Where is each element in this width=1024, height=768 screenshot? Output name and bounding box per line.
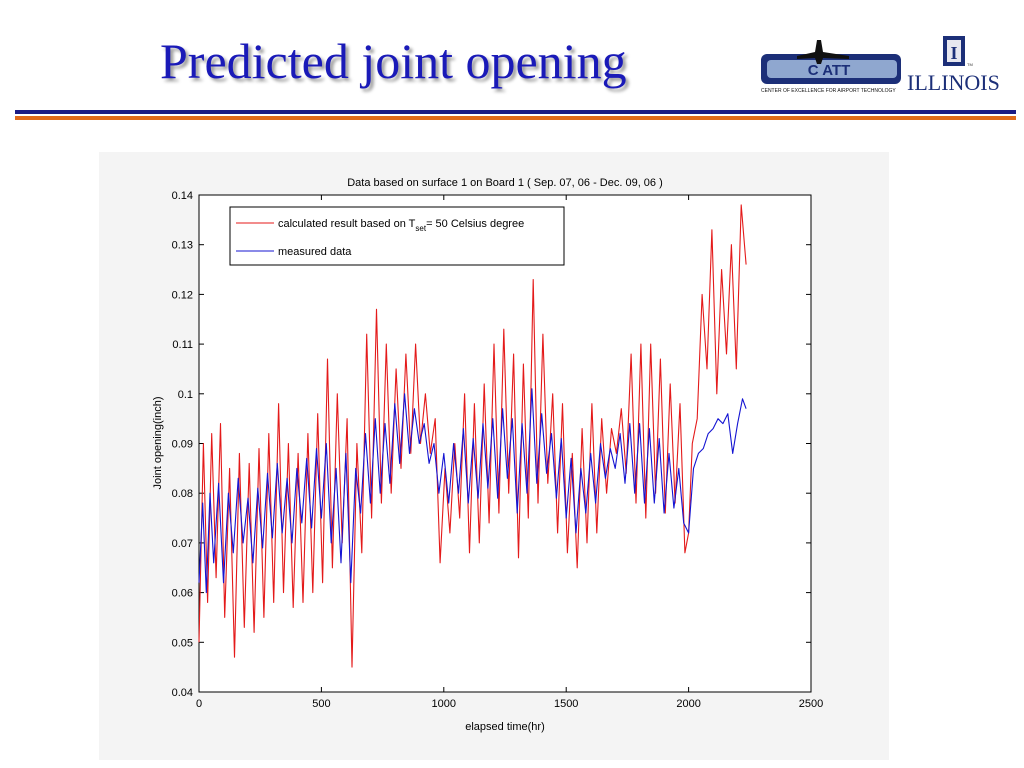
x-tick-label: 0 — [196, 698, 202, 710]
shield-letter: I — [950, 43, 957, 63]
ceat-logo-mark: C ATT — [761, 40, 901, 84]
y-tick-label: 0.12 — [172, 289, 193, 301]
airplane-icon — [797, 40, 849, 64]
legend-box — [229, 206, 565, 266]
measured-series-line — [198, 388, 747, 594]
y-tick-label: 0.04 — [172, 687, 193, 699]
y-axis-label: Joint opening(inch) — [152, 397, 164, 490]
y-tick-label: 0.07 — [172, 538, 193, 550]
illinois-shield-icon: I — [943, 36, 965, 66]
x-tick-label: 1000 — [432, 698, 456, 710]
y-tick-label: 0.1 — [178, 389, 193, 401]
y-tick-label: 0.14 — [172, 190, 193, 202]
x-tick-label: 2000 — [676, 698, 700, 710]
trademark-text: TM — [967, 62, 973, 67]
header-rule-orange — [15, 116, 1016, 120]
x-tick-label: 500 — [312, 698, 330, 710]
ceat-subtext: CENTER OF EXCELLENCE FOR AIRPORT TECHNOL… — [761, 88, 896, 94]
axis-ticks: 0 500 1000 1500 2000 2500 0.04 0.05 0.06 0.07 0.08… — [172, 190, 824, 710]
slide-title: Predicted joint opening — [160, 33, 627, 89]
y-tick-label: 0.06 — [172, 588, 193, 600]
x-tick-label: 2500 — [799, 698, 823, 710]
illinois-wordmark: ILLINOIS — [907, 70, 1000, 95]
x-axis-label: elapsed time(hr) — [465, 721, 544, 733]
chart-title: Data based on surface 1 on Board 1 ( Sep… — [347, 177, 663, 189]
y-tick-label: 0.08 — [172, 488, 193, 500]
ceat-mark-text: C ATT — [808, 62, 851, 79]
y-tick-label: 0.11 — [172, 339, 193, 351]
x-tick-label: 1500 — [554, 698, 578, 710]
joint-opening-chart: Data based on surface 1 on Board 1 ( Sep… — [152, 177, 824, 733]
series-lines — [198, 204, 747, 668]
legend-label-calculated: calculated result based on Tset= 50 Cels… — [278, 218, 524, 233]
legend-label-measured: measured data — [278, 246, 352, 258]
legend: calculated result based on Tset= 50 Cels… — [229, 206, 565, 266]
header-rule-blue — [15, 110, 1016, 114]
y-tick-label: 0.13 — [172, 240, 193, 252]
y-tick-label: 0.09 — [172, 439, 193, 451]
ceat-illinois-logo: C ATT CENTER OF EXCELLENCE FOR AIRPORT T… — [761, 36, 1000, 95]
y-tick-label: 0.05 — [172, 637, 193, 649]
